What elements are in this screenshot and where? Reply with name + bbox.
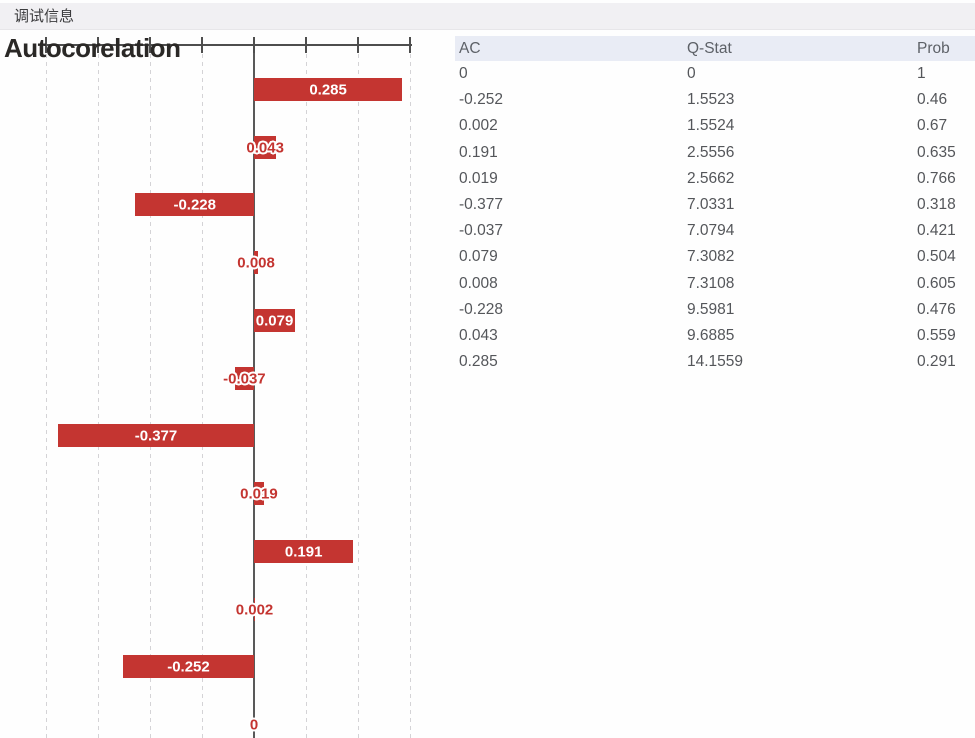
table-cell: -0.037 [459,222,503,240]
gridline [46,46,47,738]
table-cell: 7.0331 [687,195,735,213]
gridline [306,46,307,738]
table-cell: 0.002 [459,117,498,135]
table-cell: 0.191 [459,143,498,161]
table-cell: 7.3108 [687,274,735,292]
chart-title: Autocorelation [4,33,181,63]
table-header-cell: Q-Stat [687,40,732,57]
x-axis-tick [409,37,411,53]
table-cell: 9.5981 [687,300,735,318]
table-cell: 0.043 [459,326,498,344]
bar-0.191[interactable] [254,539,354,563]
table-row: 0.285 14.1559 0.291 [455,349,975,375]
bar-label: -0.252 [167,658,210,676]
table-cell: -0.377 [459,195,503,213]
table-row: -0.252 1.5523 0.46 [455,87,975,113]
gridline [202,46,203,738]
bar-label: 0.019 [240,485,278,503]
bar-0.019[interactable] [254,482,264,506]
bar-0.008[interactable] [254,251,259,275]
bar-label: 0.008 [237,254,275,272]
x-axis-tick [357,37,359,53]
table-cell: 9.6885 [687,326,735,344]
table-row: 0 0 1 [455,61,975,87]
bar-label: 0.285 [309,81,347,99]
x-axis-tick [305,37,307,53]
table-cell: 0.285 [459,353,498,371]
bar-label: -0.377 [134,427,178,445]
table-row: -0.037 7.0794 0.421 [455,218,975,244]
table-cell: 0.421 [917,222,956,240]
table-cell: 0.008 [459,274,498,292]
bar--0.228[interactable] [135,193,254,217]
table-cell: 0.559 [917,326,956,344]
gridline [410,46,411,738]
table-row: 0.043 9.6885 0.559 [455,323,975,349]
x-axis-line [44,44,412,46]
table-row: 0.079 7.3082 0.504 [455,244,975,270]
table-row: 0.008 7.3108 0.605 [455,271,975,297]
table-cell: 0.635 [917,143,956,161]
table-cell: 0.079 [459,248,498,266]
table-header-cell: Prob [917,40,950,57]
table-cell: 0.476 [917,300,956,318]
gridline [98,46,99,738]
table-cell: 1.5523 [687,91,735,109]
table-cell: 0 [459,65,468,82]
stats-table: AC Q-Stat Prob 0 0 1 -0.252 1.5523 0.46 0.002 1.5… [455,36,975,375]
table-cell: 0.318 [917,195,956,213]
bar-label: 0.043 [246,139,284,157]
table-row: 0.002 1.5524 0.67 [455,113,975,139]
table-row: 0.191 2.5556 0.635 [455,140,975,166]
bar-label: -0.228 [173,196,216,214]
table-cell: 7.3082 [687,248,735,266]
zero-axis-line [253,44,255,738]
table-cell: -0.252 [459,91,503,109]
table-cell: 2.5662 [687,169,735,187]
bar-0.043[interactable] [254,135,277,159]
table-cell: 0.46 [917,91,948,109]
table-cell: 0.291 [917,353,956,371]
debug-info-bar: 调试信息 [0,3,975,30]
table-body: 0 0 1 -0.252 1.5523 0.46 0.002 1.5524 0.67 0.191 2… [455,61,975,375]
bar-0.285[interactable] [254,78,403,101]
table-cell: 0.67 [917,117,948,135]
gridline [150,46,151,738]
table-header-row: AC Q-Stat Prob [455,36,975,61]
table-row: -0.377 7.0331 0.318 [455,192,975,218]
table-cell: 7.0794 [687,222,735,240]
bar-label: 0.079 [255,312,294,330]
autocorrelation-chart[interactable]: Autocorelation 0.285 0.043 -0.228 0.008 0.07… [0,0,455,738]
x-axis-tick [97,37,99,53]
table-cell: 0.766 [917,169,956,187]
table-cell: 0 [687,65,696,82]
bar-0.079[interactable] [254,308,296,332]
table-cell: 1 [917,65,926,82]
table-header-cell: AC [459,40,481,57]
table-row: 0.019 2.5662 0.766 [455,166,975,192]
x-axis-tick [45,37,47,53]
debug-info-title: 调试信息 [14,8,75,25]
bar--0.037[interactable] [234,366,254,390]
bar--0.377[interactable] [57,424,254,448]
bar--0.252[interactable] [122,655,254,679]
bar-label: 0.002 [235,601,274,619]
table-cell: 0.605 [917,274,956,292]
table-cell: 0.019 [459,169,498,187]
bar-label: 0.191 [284,543,323,561]
x-axis-tick [253,37,255,53]
table-cell: -0.228 [459,300,503,318]
x-axis-tick [149,37,151,53]
table-cell: 0.504 [917,248,956,266]
table-cell: 2.5556 [687,143,735,161]
table-row: -0.228 9.5981 0.476 [455,297,975,323]
bar-label: 0 [249,716,259,734]
table-cell: 1.5524 [687,117,735,135]
x-axis-tick [201,37,203,53]
bar-0.002[interactable] [254,597,256,621]
gridline [358,46,359,738]
table-cell: 14.1559 [687,353,744,371]
bar-label: -0.037 [223,370,266,388]
